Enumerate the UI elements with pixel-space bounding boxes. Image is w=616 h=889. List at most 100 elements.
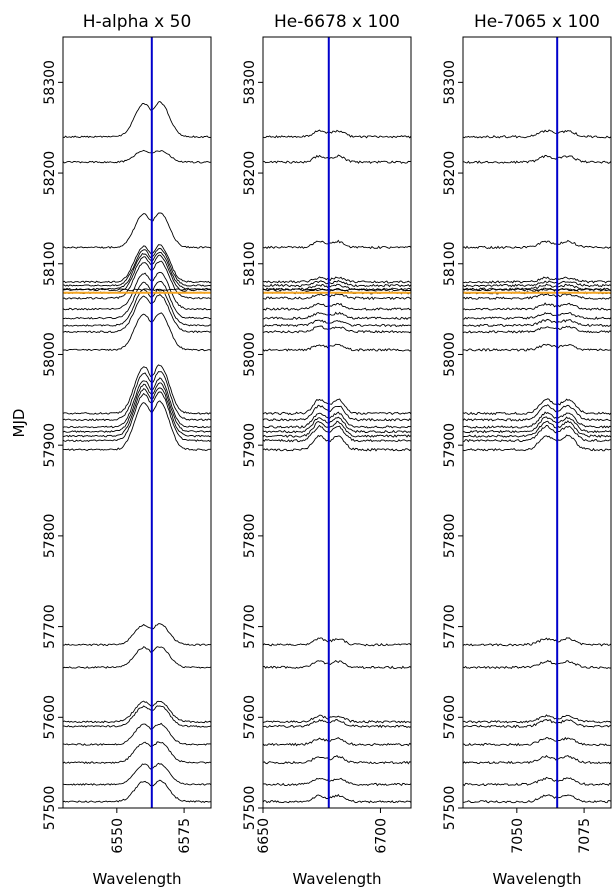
spectrum-line (63, 100, 211, 139)
x-tick-label: 7050 (510, 818, 526, 854)
spectrum-line (63, 312, 211, 352)
spectrum-line (263, 420, 411, 438)
spectrum-line (263, 239, 411, 250)
spectrum-line (63, 646, 211, 669)
y-tick-label: 58100 (42, 241, 58, 286)
y-tick-label: 58200 (242, 151, 258, 196)
spectrum-line (463, 343, 611, 352)
x-axis-label: Wavelength (293, 870, 382, 888)
spectrum-line (463, 311, 611, 320)
y-tick-label: 57900 (242, 423, 258, 468)
spectrum-line (63, 280, 211, 320)
y-tick-label: 57500 (242, 786, 258, 831)
spectrum-line (63, 391, 211, 442)
spectrum-line (463, 292, 611, 300)
spectrum-line (463, 239, 611, 250)
spectrum-line (463, 434, 611, 452)
y-tick-label: 58200 (42, 151, 58, 196)
spectrum-line (263, 154, 411, 164)
spectrum-line (263, 398, 411, 416)
spectrum-line (463, 794, 611, 804)
panel-3: He-7065 x 100 57500 57600 57700 57800 57900 58… (442, 12, 612, 888)
spectrum-line (63, 288, 211, 292)
spectrum-line (463, 318, 611, 328)
spectrum-line (463, 754, 611, 765)
y-tick-label: 57700 (442, 604, 458, 649)
y-tick-label: 58300 (242, 60, 258, 105)
spectrum-line (263, 637, 411, 647)
y-tick-label: 58100 (442, 241, 458, 286)
spectrum-line (263, 714, 411, 724)
spectrum-line (263, 283, 411, 291)
spectrum-line (63, 762, 211, 786)
spectrum-line (263, 416, 411, 434)
spectrum-line (63, 382, 211, 433)
spectrum-line (463, 637, 611, 647)
y-tick-label: 58100 (242, 241, 258, 286)
spectrum-line (63, 741, 211, 765)
panel-3-plot-area (463, 129, 611, 804)
y-tick-label: 57800 (42, 514, 58, 559)
panel-1-plot-area (63, 100, 211, 803)
spectrum-line (263, 279, 411, 288)
spectrum-line (463, 283, 611, 291)
x-tick-label: 7075 (577, 818, 593, 854)
spectrum-line (263, 311, 411, 320)
y-tick-label: 57500 (42, 786, 58, 831)
panel-frame (262, 36, 412, 809)
spectrum-line (263, 404, 411, 422)
x-tick-label: 6700 (373, 818, 389, 854)
spectrum-line (463, 714, 611, 724)
spectrum-line (463, 276, 611, 284)
y-tick-label: 57700 (42, 604, 58, 649)
spectrum-line (63, 244, 211, 284)
spectrum-line (263, 660, 411, 670)
spectrum-line (63, 247, 211, 287)
panel-title: He-7065 x 100 (474, 12, 600, 32)
spectrum-line (63, 779, 211, 803)
spectrum-line (463, 659, 611, 670)
spectrum-line (63, 271, 211, 311)
spectrum-line (263, 288, 411, 292)
spectrum-line (63, 722, 211, 746)
spectrum-line (263, 129, 411, 139)
spectrum-line (463, 129, 611, 139)
spectrum-line (63, 371, 211, 422)
y-tick-label: 57800 (442, 514, 458, 559)
spectrum-line (263, 737, 411, 747)
spectrum-line (263, 276, 411, 284)
panel-1: H-alpha x 50 57500 57600 57700 57800 57900 580… (42, 12, 212, 888)
panel-frame (462, 36, 612, 809)
spectrum-line (63, 700, 211, 724)
spectrum-line (463, 302, 611, 311)
spectrum-line (463, 719, 611, 729)
spectrum-line (463, 776, 611, 787)
y-tick-label: 57900 (442, 423, 458, 468)
panel-title: He-6678 x 100 (274, 12, 400, 32)
spectrum-line (463, 398, 611, 416)
spectrum-line (263, 325, 411, 334)
spectrum-line (463, 288, 611, 292)
spectrum-line (463, 736, 611, 747)
spectrum-line (463, 154, 611, 164)
spectrum-line (263, 777, 411, 787)
y-tick-label: 58000 (242, 332, 258, 377)
spectrum-line (463, 280, 611, 288)
y-tick-label: 57800 (242, 514, 258, 559)
spectrum-line (463, 416, 611, 434)
y-tick-label: 57900 (42, 423, 58, 468)
y-tick-label: 58000 (442, 332, 458, 377)
spectrum-line (463, 325, 611, 334)
spectrum-line (263, 793, 411, 804)
spectrum-line (63, 212, 211, 249)
spectrum-line (63, 377, 211, 429)
y-tick-label: 58200 (442, 151, 458, 196)
spectrum-line (63, 387, 211, 438)
spectrum-line (263, 719, 411, 729)
y-tick-label: 58300 (442, 60, 458, 105)
y-tick-label: 57600 (442, 695, 458, 740)
spectrum-line (63, 149, 211, 164)
spectrum-line (463, 411, 611, 429)
spectrum-line (63, 623, 211, 647)
x-axis-label: Wavelength (493, 870, 582, 888)
